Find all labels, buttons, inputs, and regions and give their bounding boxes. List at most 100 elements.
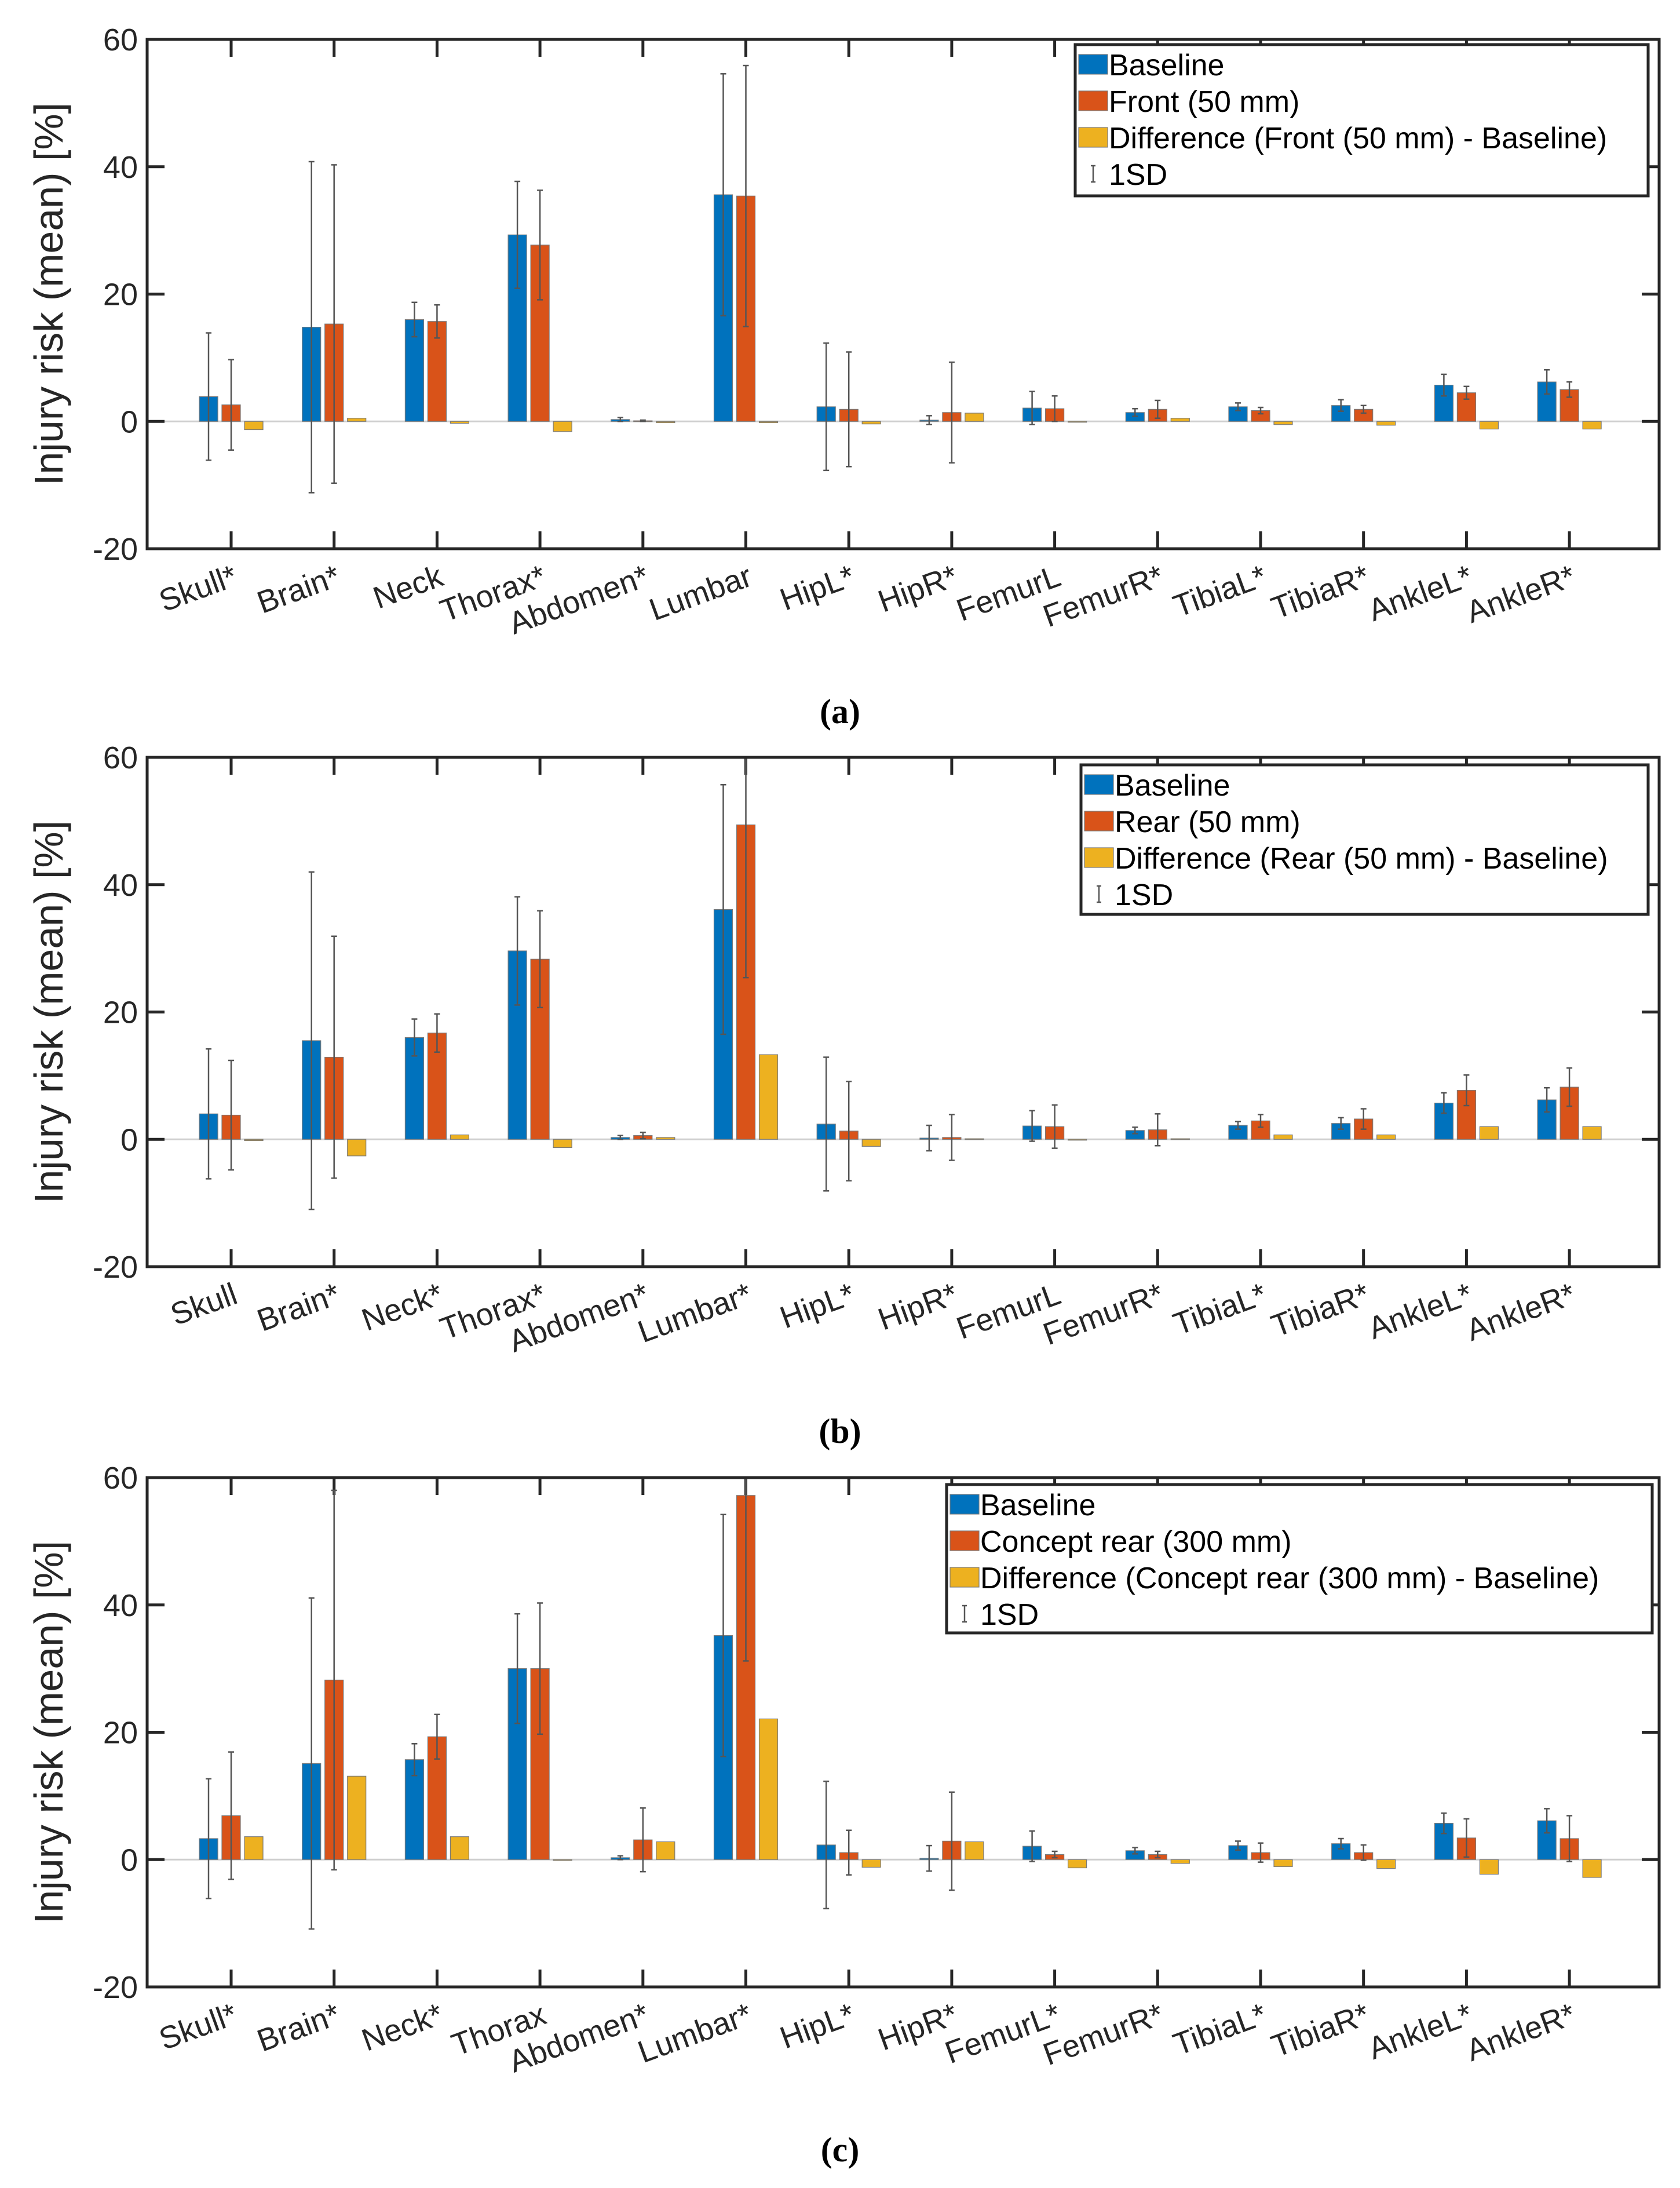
legend-label: Difference (Front (50 mm) - Baseline): [1109, 122, 1607, 155]
difference-bar: [553, 1139, 572, 1148]
x-tick-label: FemurR*: [1039, 559, 1168, 634]
difference-bar: [450, 1836, 470, 1860]
x-tick-label: AnkleL*: [1364, 1997, 1477, 2066]
legend-label: 1SD: [980, 1598, 1039, 1632]
legend-label: Baseline: [1115, 769, 1230, 803]
difference-bar: [758, 1718, 779, 1860]
x-tick-label: HipR*: [874, 1277, 962, 1337]
difference-bar: [758, 421, 779, 424]
difference-bar: [965, 413, 984, 422]
x-tick-label: AnkleR*: [1462, 1277, 1580, 1348]
difference-bar: [758, 1054, 779, 1140]
legend-label: Front (50 mm): [1109, 85, 1299, 119]
difference-bar: [656, 421, 675, 424]
panel-caption: (a): [820, 692, 860, 731]
y-tick-label: -20: [93, 1250, 138, 1285]
difference-bar: [450, 421, 470, 424]
panel-caption: (b): [819, 1412, 861, 1450]
difference-bar: [1376, 1134, 1396, 1140]
baseline-bar: [1537, 381, 1557, 422]
legend-box: [1073, 43, 1650, 198]
legend-label: Baseline: [980, 1489, 1095, 1522]
legend-label: Difference (Rear (50 mm) - Baseline): [1115, 842, 1608, 876]
difference-bar: [656, 1841, 675, 1860]
legend-label: Rear (50 mm): [1115, 805, 1301, 839]
difference-bar: [1067, 1139, 1087, 1141]
variant-legend-swatch: [949, 1530, 980, 1551]
x-tick-label: TibiaL*: [1169, 1277, 1272, 1342]
baseline-legend-swatch: [1084, 774, 1114, 795]
difference-bar: [347, 418, 367, 422]
difference-bar: [1067, 1859, 1087, 1869]
baseline-legend-swatch: [1078, 54, 1108, 75]
legend-box: [1079, 763, 1650, 916]
x-tick-label: Skull*: [155, 559, 242, 619]
x-tick-label: Lumbar*: [633, 1997, 756, 2070]
x-tick-label: Lumbar*: [633, 1277, 756, 1350]
difference-bar: [1479, 1126, 1499, 1140]
difference-bar: [347, 1775, 367, 1860]
panel-caption: (c): [821, 2131, 860, 2169]
difference-bar: [1479, 1859, 1499, 1875]
legend-label: Difference (Concept rear (300 mm) - Base…: [980, 1562, 1599, 1595]
y-axis-label: Injury risk (mean) [%]: [26, 820, 71, 1204]
difference-bar: [1582, 421, 1602, 430]
x-tick-label: Skull*: [155, 1997, 242, 2057]
difference-bar: [1582, 1126, 1602, 1140]
difference-bar: [1170, 418, 1190, 422]
difference-bar: [1376, 421, 1396, 426]
x-tick-label: Brain*: [253, 1997, 345, 2059]
y-tick-label: 0: [120, 1843, 138, 1877]
difference-bar: [1376, 1859, 1396, 1869]
x-tick-label: FemurR*: [1039, 1277, 1168, 1352]
y-tick-label: -20: [93, 532, 138, 567]
difference-bar: [861, 1139, 881, 1147]
difference-bar: [1067, 421, 1087, 423]
difference-legend-swatch: [1084, 847, 1114, 868]
legend-box: [945, 1483, 1654, 1635]
difference-bar: [656, 1137, 675, 1140]
x-tick-label: Skull: [166, 1277, 242, 1332]
x-tick-label: Brain*: [253, 1277, 345, 1339]
difference-bar: [1170, 1859, 1190, 1864]
difference-bar: [861, 1859, 881, 1868]
x-tick-label: Neck*: [357, 1277, 448, 1338]
axes-frame: [145, 38, 1661, 550]
baseline-bar: [404, 1759, 425, 1860]
y-tick-label: 0: [120, 1122, 138, 1157]
legend-label: Concept rear (300 mm): [980, 1525, 1292, 1559]
difference-bar: [347, 1139, 367, 1157]
difference-bar: [553, 421, 572, 432]
difference-bar: [965, 1138, 984, 1140]
difference-bar: [244, 1836, 264, 1860]
difference-bar: [1479, 421, 1499, 430]
legend-label: Baseline: [1109, 49, 1224, 82]
x-tick-label: Lumbar: [645, 559, 757, 628]
difference-bar: [1273, 421, 1293, 425]
x-tick-label: AnkleR*: [1462, 559, 1580, 630]
x-tick-label: HipL*: [776, 1997, 860, 2056]
axes-frame: [145, 756, 1661, 1268]
difference-bar: [553, 1859, 572, 1861]
y-tick-label: 40: [103, 868, 138, 903]
legend-label: 1SD: [1109, 158, 1167, 192]
variant-bar: [1456, 392, 1476, 422]
difference-bar: [1582, 1859, 1602, 1878]
x-tick-label: AnkleL*: [1364, 1277, 1477, 1346]
difference-legend-swatch: [1078, 127, 1108, 148]
y-tick-label: 60: [103, 1461, 138, 1496]
y-tick-label: 40: [103, 150, 138, 185]
x-tick-label: AnkleL*: [1364, 559, 1477, 628]
difference-bar: [861, 421, 881, 425]
x-tick-label: Neck: [368, 559, 448, 616]
x-tick-label: TibiaR*: [1267, 559, 1374, 626]
x-tick-label: TibiaR*: [1267, 1997, 1374, 2064]
axes-frame: [145, 1476, 1661, 1989]
x-tick-label: FemurR*: [1039, 1997, 1168, 2072]
